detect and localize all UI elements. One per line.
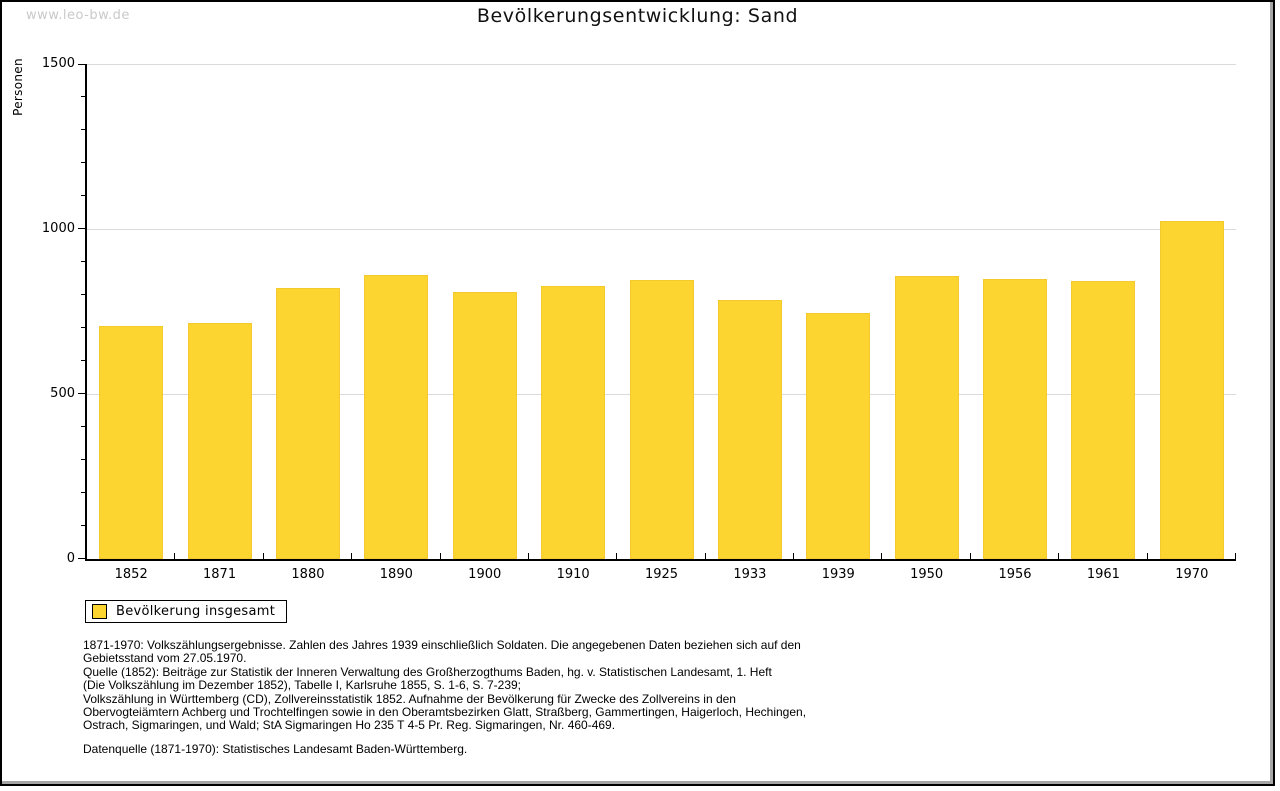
x-tick-label-1890: 1890: [379, 567, 413, 582]
x-tick-label-1956: 1956: [998, 567, 1032, 582]
x-tick: [1058, 553, 1059, 559]
bar-1852: [99, 326, 164, 559]
y-minor-tick: [81, 360, 87, 361]
x-tick-label-1925: 1925: [644, 567, 679, 582]
x-tick-label-1939: 1939: [821, 567, 855, 582]
x-tick: [616, 553, 617, 559]
footnote-line: (Die Volkszählung im Dezember 1852), Tab…: [83, 678, 522, 693]
x-tick: [528, 553, 529, 559]
bar-1939: [806, 313, 871, 559]
bar-1890: [364, 275, 429, 559]
y-minor-tick: [81, 162, 87, 163]
x-tick-label-1961: 1961: [1086, 567, 1120, 582]
y-major-tick: [78, 558, 87, 559]
footnote-line: Obervogteiämtern Achberg und Trochtelfin…: [83, 705, 807, 720]
y-minor-tick: [81, 261, 87, 262]
y-major-tick: [78, 228, 87, 229]
x-tick-label-1880: 1880: [291, 567, 325, 582]
y-major-tick: [78, 393, 87, 394]
x-tick: [705, 553, 706, 559]
y-minor-tick: [81, 195, 87, 196]
footnote-line: Volkszählung in Württemberg (CD), Zollve…: [83, 691, 736, 706]
bar-1970: [1159, 220, 1224, 559]
watermark: www.leo-bw.de: [26, 8, 130, 23]
bar-1910: [541, 286, 606, 559]
x-tick-label-1871: 1871: [203, 567, 237, 582]
footnote-line: 1871-1970: Volkszählungsergebnisse. Zahl…: [83, 638, 801, 652]
chart-title: Bevölkerungsentwicklung: Sand: [476, 5, 799, 27]
x-tick-label-1933: 1933: [733, 567, 767, 582]
y-minor-tick: [81, 459, 87, 460]
legend-swatch-icon: [92, 604, 107, 619]
x-tick: [881, 553, 882, 559]
legend: Bevölkerung insgesamt: [85, 600, 288, 623]
bar-1950: [894, 276, 959, 559]
bar-1956: [983, 278, 1048, 559]
x-tick: [1235, 553, 1236, 559]
x-tick: [263, 553, 264, 559]
x-tick: [440, 553, 441, 559]
y-minor-tick: [81, 294, 87, 295]
x-tick-label-1970: 1970: [1175, 567, 1209, 582]
x-tick-label-1910: 1910: [556, 567, 590, 582]
x-tick: [351, 553, 352, 559]
x-tick-label-1852: 1852: [114, 567, 148, 582]
x-tick-label-1900: 1900: [468, 567, 502, 582]
x-tick-label-1950: 1950: [910, 567, 944, 582]
x-tick: [793, 553, 794, 559]
footnote-line: Ostrach, Sigmaringen, und Wald; StA Sigm…: [83, 718, 616, 733]
y-minor-tick: [81, 426, 87, 427]
bar-1925: [629, 280, 694, 559]
x-tick: [1147, 553, 1148, 559]
y-tick-label-500: 500: [50, 386, 75, 401]
y-axis-title: Personen: [11, 58, 25, 116]
y-tick-label-1000: 1000: [41, 221, 75, 236]
y-major-tick: [78, 64, 87, 65]
bar-1900: [452, 291, 517, 559]
plot-area: 0 500 1000 1500 1852 1871 1880 1890 1900 1910 1925…: [42, 56, 1236, 582]
bar-1961: [1071, 281, 1136, 559]
x-tick: [174, 553, 175, 559]
datasource-line: Datenquelle (1871-1970): Statistisches L…: [83, 742, 468, 756]
y-minor-tick: [81, 129, 87, 130]
legend-label: Bevölkerung insgesamt: [116, 604, 276, 619]
x-tick: [970, 553, 971, 559]
y-tick-label-0: 0: [66, 551, 75, 566]
bar-1880: [275, 288, 340, 559]
y-tick-label-1500: 1500: [41, 56, 75, 71]
y-minor-tick: [81, 327, 87, 328]
bar-1933: [717, 299, 782, 559]
gridline-1000: [87, 229, 1236, 230]
footnote-line: Quelle (1852): Beiträge zur Statistik de…: [83, 664, 772, 679]
bar-1871: [187, 323, 252, 559]
footnotes: 1871-1970: Volkszählungsergebnisse. Zahl…: [83, 638, 807, 733]
y-minor-tick: [81, 96, 87, 97]
footnote-line: Gebietsstand vom 27.05.1970.: [83, 651, 247, 666]
y-minor-tick: [81, 492, 87, 493]
y-minor-tick: [81, 525, 87, 526]
gridline-1500: [87, 64, 1236, 65]
